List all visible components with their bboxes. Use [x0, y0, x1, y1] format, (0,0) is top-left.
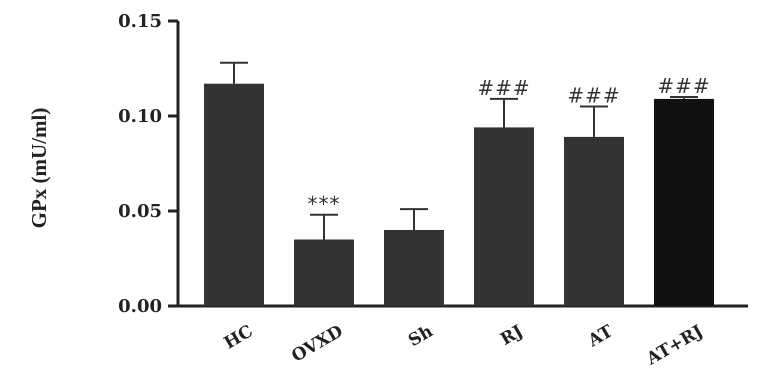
x-tick-label: OVXD	[288, 321, 346, 366]
x-tick-label: AT+RJ	[643, 321, 707, 369]
bar	[654, 98, 714, 307]
y-tick-label: 0.00	[118, 296, 162, 317]
x-tick-label: RJ	[497, 321, 526, 349]
bar-group	[384, 208, 444, 306]
significance-label: ###	[657, 74, 710, 98]
x-tick-label: HC	[221, 321, 257, 353]
significance-label: ***	[308, 192, 341, 216]
bar-group: ###	[654, 74, 714, 307]
y-axis-label: GPx (mU/ml)	[27, 108, 51, 229]
y-tick-label: 0.10	[118, 106, 162, 127]
significance-label: ###	[567, 84, 620, 108]
bar-group: ###	[564, 84, 624, 306]
bar-group: ###	[474, 76, 534, 307]
y-tick-label: 0.05	[118, 201, 162, 222]
bar-group: ***	[294, 192, 354, 306]
x-tick-label: Sh	[405, 321, 436, 351]
bar-group	[204, 61, 264, 306]
bar	[204, 83, 264, 306]
x-tick-label: AT	[584, 321, 617, 351]
bar	[564, 136, 624, 306]
bar	[294, 239, 354, 306]
y-tick-label: 0.15	[118, 11, 162, 32]
bar	[474, 127, 534, 307]
bar	[384, 230, 444, 306]
significance-label: ###	[477, 76, 530, 100]
